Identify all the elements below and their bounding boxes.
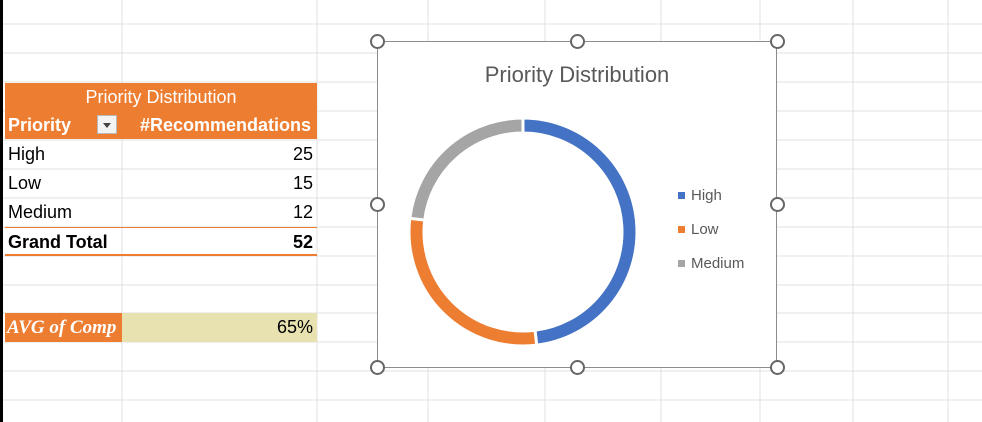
pivot-row-label: Low (8, 173, 42, 193)
resize-handle-top-left[interactable] (370, 34, 385, 49)
pivot-header-priority: Priority (8, 115, 72, 135)
window-left-edge (0, 0, 3, 422)
resize-handle-bottom-left[interactable] (370, 360, 385, 375)
pivot-row-value: 15 (292, 173, 313, 193)
pivot-grand-total-row[interactable]: Grand Total 52 (5, 227, 317, 256)
legend-swatch (678, 260, 685, 267)
resize-handle-middle-left[interactable] (370, 197, 385, 212)
chart-title: Priority Distribution (484, 62, 670, 87)
chart-container[interactable]: Priority Distribution High Low Medium (377, 41, 777, 368)
pivot-total-label: Grand Total (8, 232, 108, 252)
doughnut-chart (407, 116, 639, 348)
pivot-header-row: Priority #Recommendations (5, 111, 317, 139)
pivot-row-medium[interactable]: Medium 12 (5, 198, 317, 227)
resize-handle-middle-right[interactable] (770, 197, 785, 212)
pivot-header-recommendations: #Recommendations (139, 115, 311, 135)
pivot-total-value: 52 (292, 232, 313, 252)
resize-handle-bottom-center[interactable] (570, 360, 585, 375)
pivot-row-value: 25 (292, 144, 313, 164)
avg-completion-label[interactable]: AVG of Comp (5, 313, 122, 342)
pivot-row-value: 12 (292, 202, 313, 222)
filter-dropdown-icon[interactable] (97, 115, 117, 134)
donut-slice-low[interactable] (407, 216, 539, 348)
resize-handle-bottom-right[interactable] (770, 360, 785, 375)
pivot-row-label: Medium (8, 202, 73, 222)
legend-label: Medium (691, 255, 745, 272)
resize-handle-top-right[interactable] (770, 34, 785, 49)
legend-label: High (691, 187, 722, 204)
legend-swatch (678, 192, 685, 199)
legend-swatch (678, 226, 685, 233)
pivot-row-low[interactable]: Low 15 (5, 169, 317, 198)
resize-handle-top-center[interactable] (570, 34, 585, 49)
pivot-row-label: High (8, 144, 46, 164)
donut-slice-high[interactable] (521, 116, 639, 347)
pivot-row-high[interactable]: High 25 (5, 140, 317, 169)
legend-label: Low (691, 221, 719, 238)
pivot-title: Priority Distribution (5, 83, 317, 111)
donut-slice-medium[interactable] (408, 116, 525, 222)
avg-completion-value[interactable]: 65% (122, 313, 317, 342)
